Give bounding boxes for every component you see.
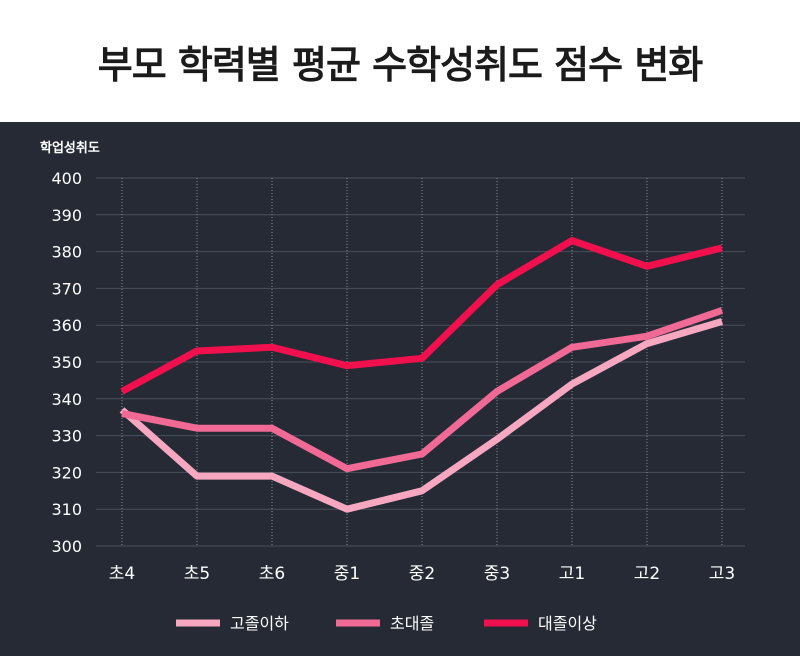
x-tick-label: 초5 (184, 564, 210, 584)
y-tick-label: 350 (51, 353, 82, 372)
y-tick-label: 370 (51, 279, 82, 298)
x-tick-label: 고2 (634, 564, 660, 584)
y-tick-label: 330 (51, 427, 82, 446)
series-line-1 (119, 318, 723, 513)
legend: 고졸이하 초대졸 대졸이상 (176, 614, 597, 633)
y-tick-label: 310 (51, 500, 82, 519)
series-line-2 (121, 307, 724, 473)
x-tick-label: 고3 (709, 564, 735, 584)
x-axis-ticks: 초4 초5 초6 중1 중2 중3 고1 고2 고3 (109, 564, 735, 584)
chart-title: 부모 학력별 평균 수학성취도 점수 변화 (97, 42, 704, 87)
x-tick-label: 고1 (559, 564, 585, 584)
y-tick-label: 380 (51, 243, 82, 262)
y-tick-label: 360 (51, 316, 82, 335)
y-tick-label: 340 (51, 390, 82, 409)
y-tick-label: 400 (51, 169, 82, 188)
x-tick-label: 중3 (484, 564, 510, 584)
legend-label-3: 대졸이상 (538, 614, 597, 633)
legend-label-2: 초대졸 (390, 614, 434, 633)
series-line-3 (120, 237, 723, 395)
legend-label-1: 고졸이하 (230, 614, 289, 633)
x-tick-label: 초6 (259, 564, 285, 584)
y-tick-label: 390 (51, 206, 82, 225)
title-bar: 부모 학력별 평균 수학성취도 점수 변화 (0, 0, 800, 122)
x-tick-label: 중1 (334, 564, 360, 584)
y-axis-label: 학업성취도 (40, 140, 100, 156)
y-tick-label: 320 (51, 463, 82, 482)
x-tick-label: 중2 (409, 564, 435, 584)
x-tick-label: 초4 (109, 564, 135, 584)
grid (96, 177, 745, 547)
y-axis-ticks: 300 310 320 330 340 350 360 370 380 390 400 (51, 169, 82, 556)
series-lines (119, 237, 724, 513)
y-tick-label: 300 (51, 537, 82, 556)
